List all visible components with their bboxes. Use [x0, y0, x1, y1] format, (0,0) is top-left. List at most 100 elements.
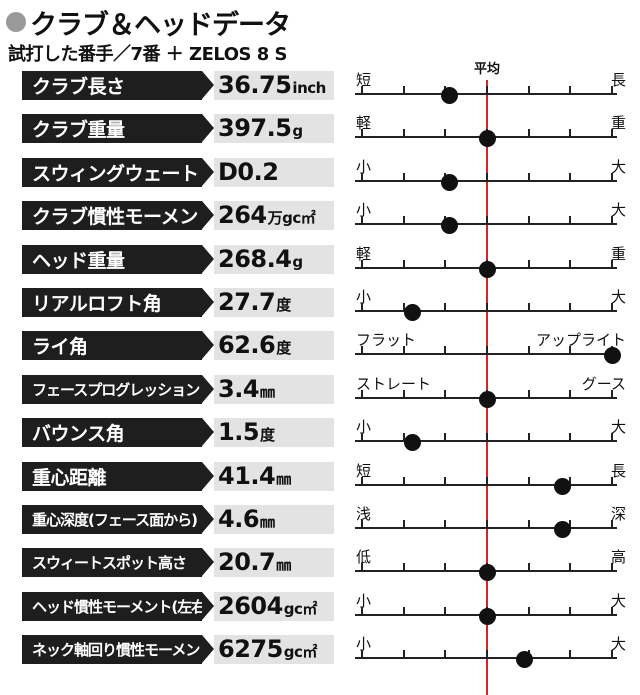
rating-scale — [355, 649, 617, 660]
data-row: 重心距離 41.4 ㎜ 短 長 — [0, 458, 640, 500]
scale-right-label: グース — [581, 374, 626, 393]
scale-left-label: 小 — [356, 288, 372, 306]
scale-right-label: 長 — [610, 461, 626, 480]
value-number: 6275 — [218, 635, 283, 664]
scale-tick — [569, 650, 572, 660]
row-value: 27.7 度 — [214, 288, 334, 317]
label-arrow-icon — [202, 71, 214, 99]
average-line — [486, 80, 488, 695]
value-number: 268.4 — [218, 244, 292, 273]
scale-right-label: アップライト — [535, 331, 626, 350]
rating-marker — [403, 434, 421, 452]
label-arrow-icon — [202, 201, 214, 230]
rating-marker — [553, 477, 571, 495]
row-label: ネック軸回り慣性モーメント — [22, 635, 202, 665]
scale-tick — [361, 172, 363, 182]
value-unit: g — [292, 252, 303, 271]
scale-tick — [361, 86, 363, 95]
scale-left-label: 小 — [356, 157, 372, 176]
scale-tick — [527, 216, 530, 226]
rating-marker — [603, 347, 621, 365]
data-row: バウンス角 1.5 度 小 大 — [0, 414, 640, 456]
rating-marker — [441, 173, 458, 191]
rating-marker — [478, 564, 496, 582]
scale-tick — [402, 520, 405, 529]
row-label: ヘッド慣性モーメント(左右方向) — [22, 591, 202, 621]
value-unit: 度 — [276, 296, 291, 314]
label-arrow-icon — [202, 418, 214, 447]
scale-tick — [569, 172, 572, 182]
scale-tick — [611, 433, 613, 443]
rating-scale — [355, 345, 617, 356]
scale-left-label: ストレート — [356, 374, 432, 393]
scale-right-label: 長 — [610, 71, 626, 89]
scale-tick — [486, 433, 488, 443]
scale-tick — [402, 433, 405, 443]
scale-tick — [486, 346, 488, 356]
data-row: リアルロフト角 27.7 度 小 大 — [0, 284, 640, 326]
rating-marker — [478, 130, 496, 148]
value-unit: 度 — [260, 426, 275, 445]
scale-left-label: 小 — [356, 201, 372, 220]
scale-tick — [486, 650, 488, 660]
scale-tick — [611, 86, 613, 95]
rating-marker — [478, 260, 496, 278]
scale-tick — [361, 346, 363, 356]
scale-tick — [402, 563, 405, 573]
scale-tick — [361, 389, 363, 399]
scale-tick — [361, 259, 363, 269]
value-number: 3.4 — [218, 374, 260, 403]
rating-marker — [403, 304, 421, 321]
scale-tick — [611, 650, 613, 660]
scale-left-label: 小 — [356, 591, 372, 610]
rating-marker — [553, 521, 571, 538]
row-value: 36.75 inch — [214, 71, 334, 100]
data-row: スウィングウェート D0.2 小 大 — [0, 154, 640, 196]
row-value: 62.6 度 — [214, 331, 334, 361]
data-row: 重心深度(フェース面から) 4.6 ㎜ 浅 深 — [0, 501, 640, 543]
label-arrow-icon — [202, 114, 214, 143]
row-value: 268.4 g — [214, 244, 334, 274]
scale-tick — [402, 476, 405, 486]
scale-left-label: フラット — [356, 331, 417, 350]
scale-tick — [486, 476, 488, 486]
scale-tick — [611, 563, 613, 573]
data-row: ネック軸回り慣性モーメント 6275 gc㎡ 小 大 — [0, 631, 640, 673]
rating-scale — [355, 172, 617, 182]
scale-right-label: 深 — [610, 505, 626, 523]
scale-tick — [361, 303, 363, 312]
scale-tick — [444, 389, 447, 399]
scale-left-label: 低 — [356, 548, 372, 567]
scale-tick — [611, 389, 613, 399]
label-arrow-icon — [202, 548, 214, 577]
label-arrow-icon — [202, 244, 214, 273]
scale-tick — [611, 303, 613, 312]
scale-tick — [361, 129, 363, 139]
scale-tick — [569, 259, 572, 269]
scale-tick — [527, 433, 530, 443]
value-number: D0.2 — [218, 157, 279, 186]
row-label: スウィートスポット高さ — [22, 548, 202, 578]
scale-right-label: 大 — [610, 635, 626, 654]
scale-tick — [527, 172, 530, 182]
value-number: 4.6 — [218, 505, 260, 533]
scale-left-label: 短 — [356, 71, 372, 89]
scale-right-label: 大 — [610, 157, 626, 176]
scale-tick — [569, 129, 572, 139]
rating-scale — [355, 519, 617, 529]
value-number: 36.75 — [218, 71, 292, 99]
scale-tick — [444, 520, 447, 529]
scale-tick — [569, 389, 572, 399]
label-arrow-icon — [202, 331, 214, 360]
scale-tick — [611, 259, 613, 269]
scale-tick — [444, 650, 447, 660]
scale-tick — [402, 346, 405, 356]
scale-tick — [444, 476, 447, 486]
scale-tick — [569, 606, 572, 616]
rating-marker — [441, 87, 458, 104]
scale-tick — [611, 606, 613, 616]
scale-tick — [361, 520, 363, 529]
row-label: クラブ長さ — [22, 71, 202, 100]
scale-tick — [527, 303, 530, 312]
scale-tick — [527, 129, 530, 139]
